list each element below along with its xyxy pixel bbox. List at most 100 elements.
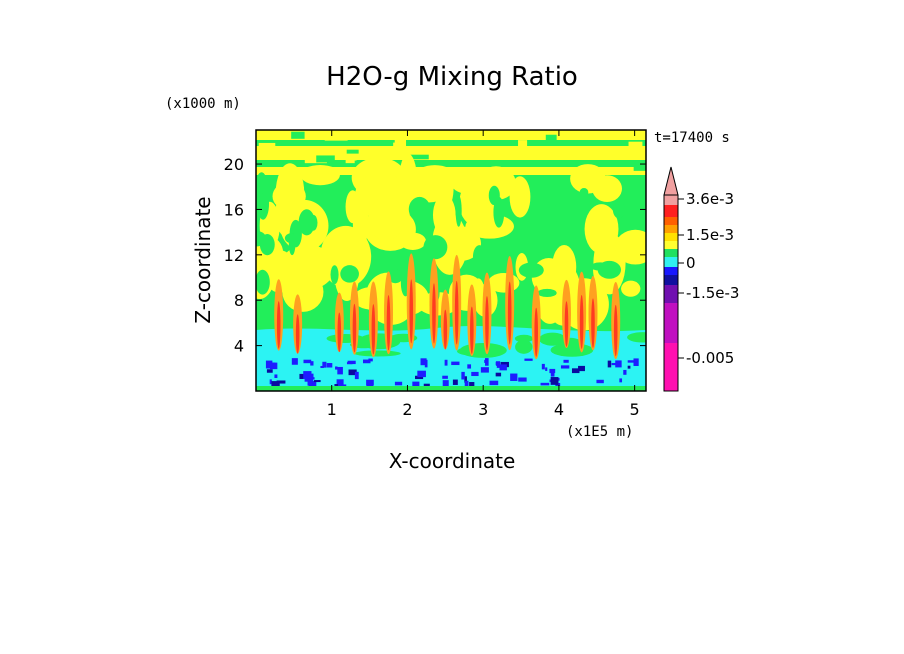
surface-patch <box>420 358 427 366</box>
surface-patch <box>322 361 327 368</box>
surface-patch <box>489 380 499 386</box>
dry-region <box>488 185 500 206</box>
surface-patch <box>304 378 313 382</box>
surface-patch <box>266 369 273 373</box>
colorbar-label: -1.5e-3 <box>686 284 739 302</box>
upper-band-patch <box>304 158 327 164</box>
upper-band-patch <box>453 132 476 140</box>
surface-patch <box>271 381 280 388</box>
colorbar-label: 3.6e-3 <box>686 190 734 208</box>
upper-band-patch <box>447 150 456 155</box>
surface-patch <box>510 373 518 381</box>
surface-patch <box>362 359 371 364</box>
moist-region <box>621 280 641 297</box>
surface-patch <box>596 379 604 384</box>
plume-core <box>564 301 569 347</box>
time-label: t=17400 s <box>654 130 730 146</box>
surface-patch <box>571 368 580 374</box>
cyan-layer-gap <box>627 332 646 343</box>
upper-band-patch <box>291 131 305 139</box>
colorbar-label: -0.005 <box>686 349 734 367</box>
surface-patch <box>326 363 333 368</box>
colorbar-swatch <box>664 303 678 343</box>
plume-core <box>613 304 618 357</box>
surface-patch <box>619 378 623 383</box>
upper-band-patch <box>346 149 359 154</box>
surface-patch <box>611 362 619 366</box>
y-tick-label: 20 <box>224 155 244 174</box>
upper-band-patch <box>633 163 646 171</box>
dry-region <box>423 235 448 260</box>
surface-patch <box>499 364 507 371</box>
x-tick-label: 5 <box>630 400 640 419</box>
surface-patch <box>276 380 286 384</box>
surface-patch <box>313 380 321 383</box>
surface-patch <box>337 366 343 375</box>
surface-patch <box>541 363 545 370</box>
upper-band-patch <box>409 154 429 160</box>
surface-patch <box>461 371 465 380</box>
dry-region <box>472 245 486 269</box>
colorbar-swatch <box>664 225 678 233</box>
x-axis: 1 2 3 4 5 <box>327 130 640 419</box>
surface-patch <box>412 381 420 388</box>
surface-patch <box>394 381 403 386</box>
contour-plot-area <box>256 130 646 391</box>
surface-patch <box>563 359 569 363</box>
surface-patch <box>578 365 585 372</box>
y-unit-label: (x1000 m) <box>165 96 241 112</box>
x-tick-label: 4 <box>554 400 564 419</box>
surface-patch <box>269 379 272 385</box>
dry-region <box>455 195 462 227</box>
x-axis-label: X-coordinate <box>389 449 516 473</box>
upper-band-patch <box>642 146 646 153</box>
colorbar-swatch <box>664 257 678 267</box>
plume-core <box>579 295 584 349</box>
cyan-layer-gap <box>515 339 533 354</box>
colorbar-swatch <box>664 233 678 241</box>
moist-region <box>367 197 405 241</box>
colorbar: 3.6e-3 1.5e-3 0 -1.5e-3 -0.005 <box>663 166 739 392</box>
dry-region <box>330 265 339 285</box>
dry-region <box>257 187 270 220</box>
moist-region <box>345 190 360 224</box>
y-tick-label: 16 <box>224 200 244 219</box>
surface-patch <box>346 362 353 365</box>
upper-band-patch <box>345 159 355 164</box>
plume-core <box>371 304 376 355</box>
surface-patch <box>444 359 448 366</box>
surface-patch <box>480 367 489 373</box>
upper-band-patch <box>628 141 643 148</box>
surface-patch <box>524 358 533 361</box>
cyan-layer-gap <box>550 343 594 357</box>
dry-region <box>256 172 267 194</box>
dry-region <box>288 233 296 256</box>
plume-core <box>454 280 459 345</box>
plume-core <box>409 279 414 344</box>
surface-patch <box>467 364 472 369</box>
upper-band-patch <box>545 134 557 143</box>
surface-patch <box>550 377 559 385</box>
plume-core <box>534 307 538 357</box>
plume-core <box>337 312 342 353</box>
x-unit-label: (x1E5 m) <box>566 424 633 440</box>
upper-band-patch <box>582 146 597 151</box>
surface-patch <box>310 361 314 366</box>
cyan-layer-gap <box>514 334 534 343</box>
x-tick-label: 1 <box>327 400 337 419</box>
colorbar-label: 0 <box>686 254 696 272</box>
dry-region <box>256 269 270 295</box>
upper-band <box>256 160 646 167</box>
surface-patch <box>545 367 548 371</box>
plume-core <box>386 295 391 351</box>
surface-patch <box>464 380 469 387</box>
y-tick-label: 8 <box>234 291 244 310</box>
dry-region <box>340 265 359 283</box>
upper-band-patch <box>518 140 528 150</box>
upper-band-patch <box>324 131 348 141</box>
surface-patch <box>417 370 426 378</box>
dry-region <box>408 196 431 222</box>
upper-band-patch <box>347 154 357 161</box>
moist-region <box>584 204 619 254</box>
surface-patch <box>471 371 479 377</box>
